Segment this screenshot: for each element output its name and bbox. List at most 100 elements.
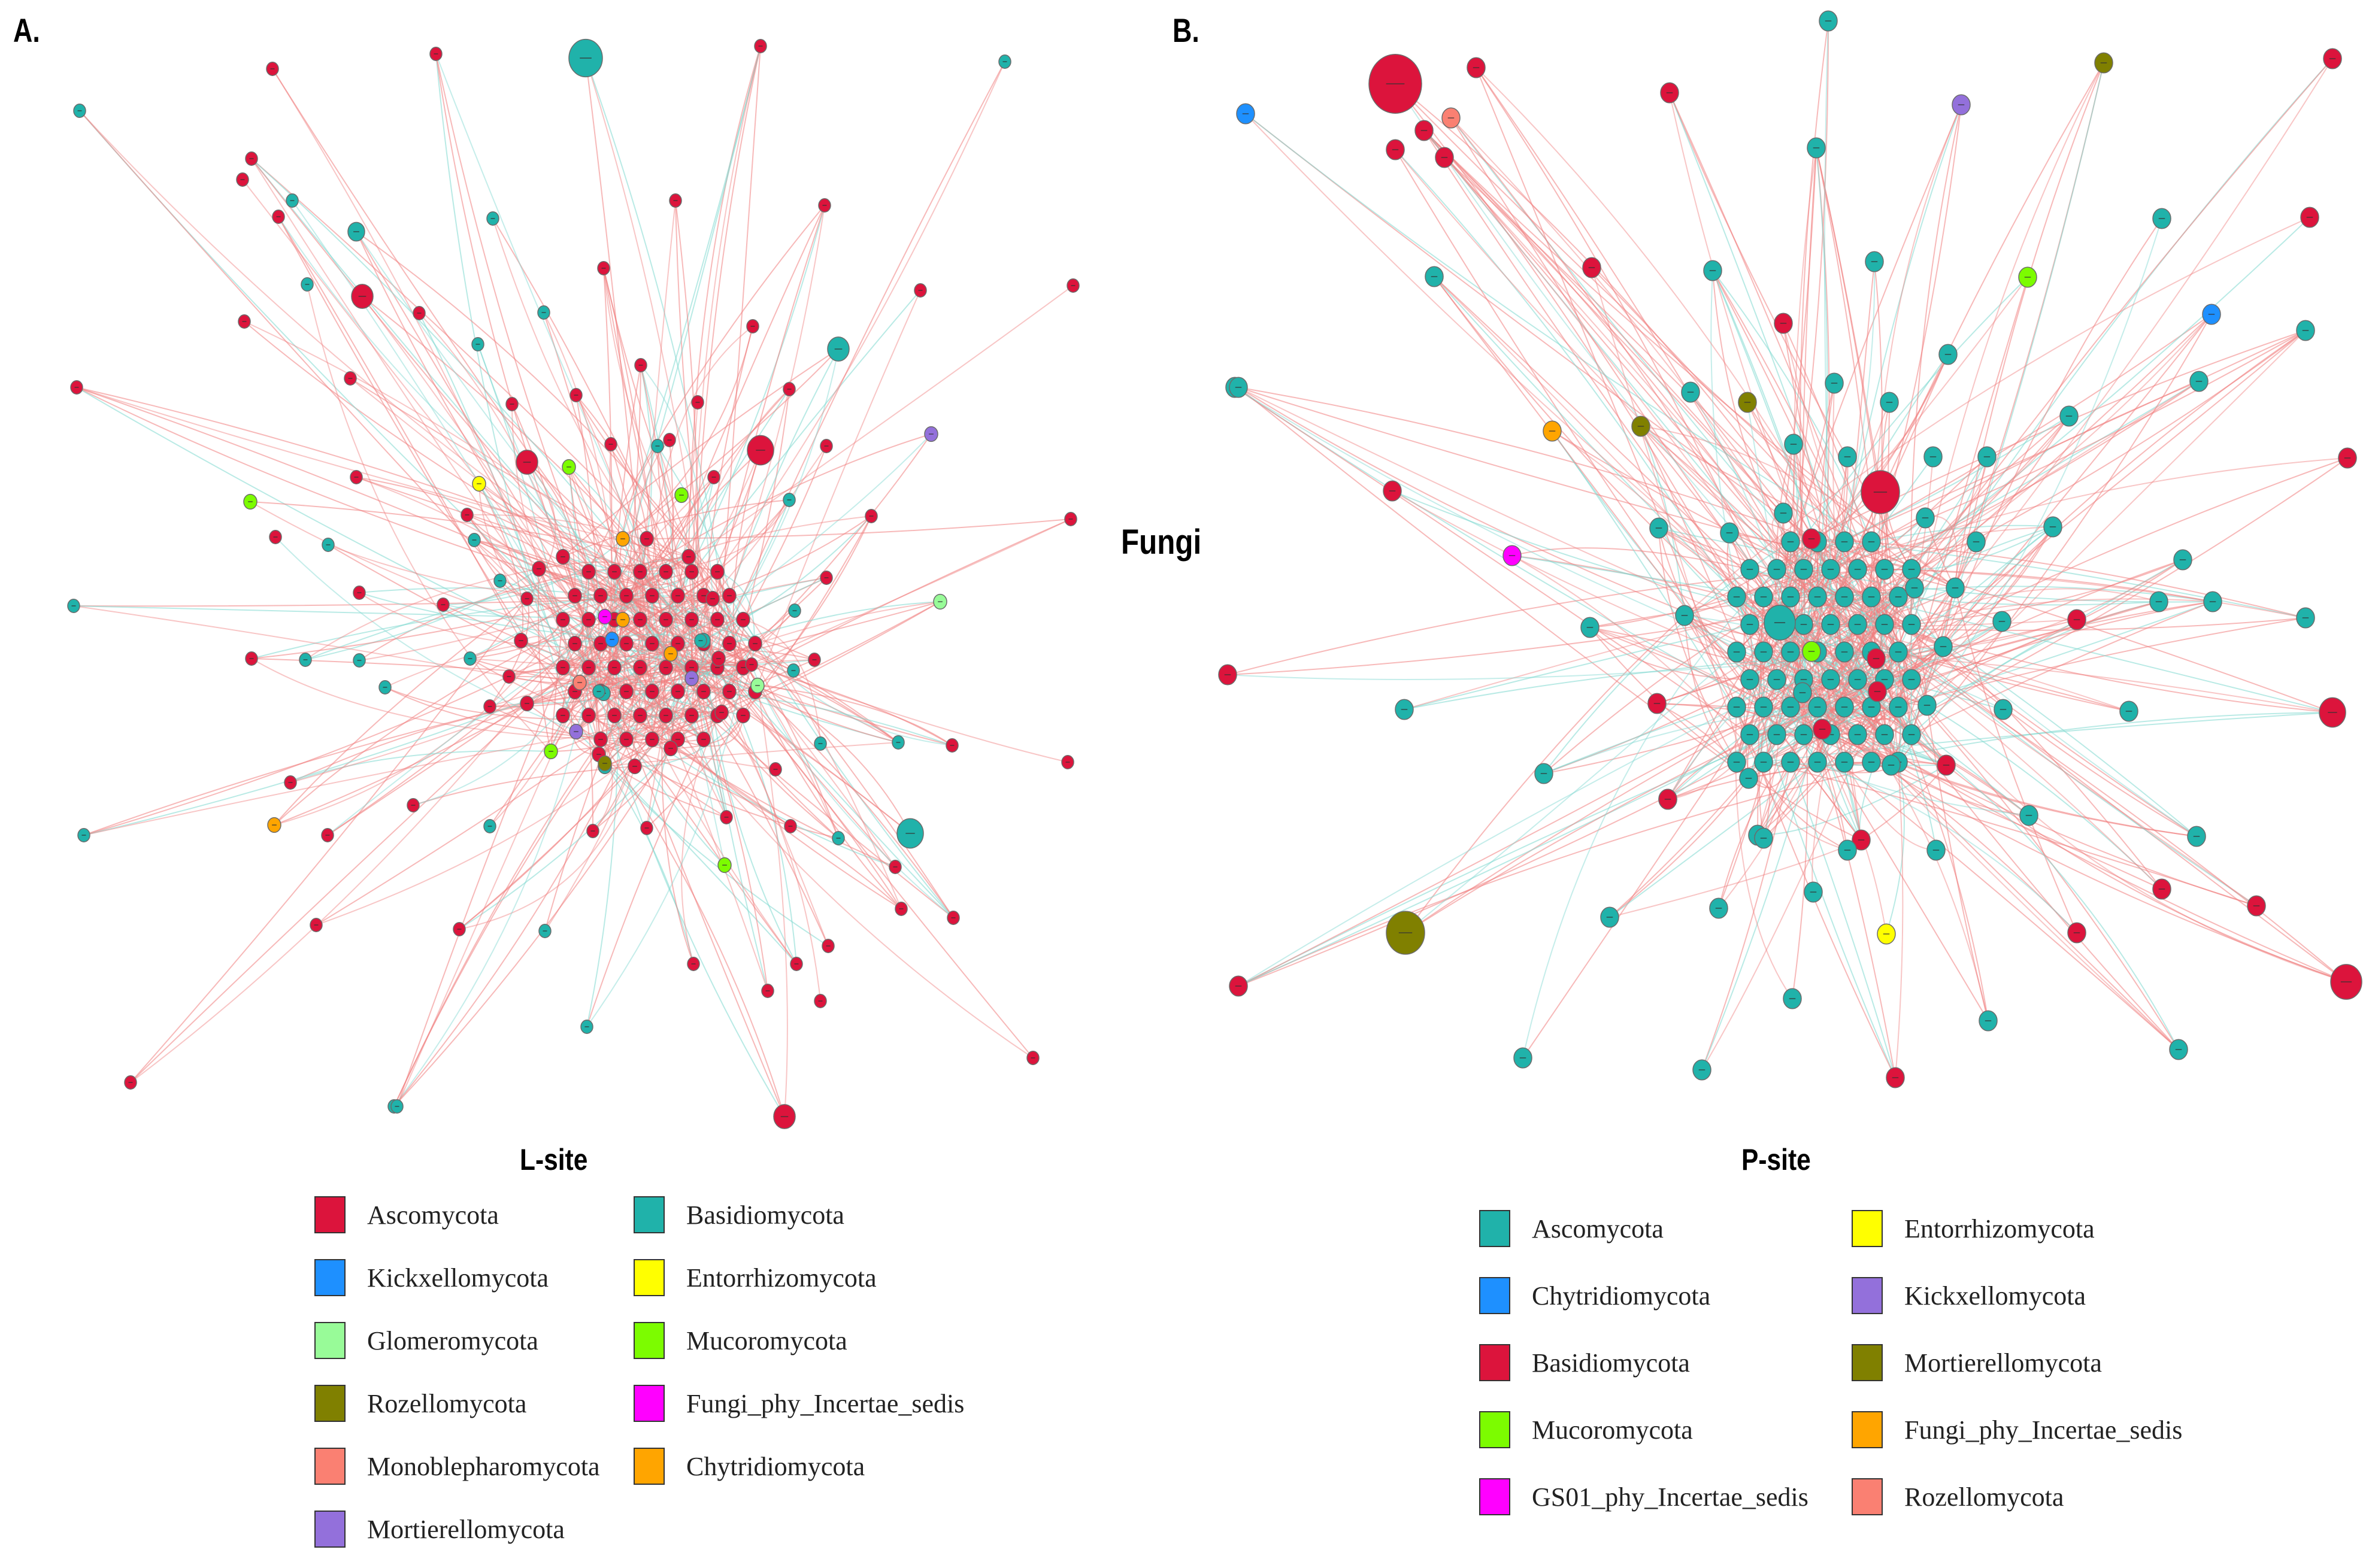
edge — [1667, 658, 1877, 800]
legend-label: Kickxellomycota — [367, 1263, 549, 1293]
edge — [459, 766, 635, 930]
edge — [1238, 387, 1812, 539]
edge — [717, 571, 902, 909]
edge — [614, 715, 718, 732]
edge — [574, 643, 902, 909]
edge — [1946, 765, 2347, 982]
edge — [1423, 130, 1791, 598]
edge — [675, 200, 722, 713]
edge — [1790, 415, 2070, 598]
legend-b-item: Rozellomycota — [1852, 1477, 2064, 1517]
edge — [76, 387, 689, 557]
edge — [717, 61, 1005, 572]
edge — [633, 439, 670, 692]
edge — [1238, 387, 1956, 589]
edge — [1776, 624, 1989, 1021]
edge — [526, 659, 815, 704]
edge — [274, 598, 528, 826]
edge — [1911, 601, 2213, 735]
edge — [1884, 569, 2306, 618]
edge — [755, 691, 902, 909]
edge — [703, 643, 797, 965]
edge — [626, 690, 953, 746]
edge — [419, 313, 601, 692]
nodes — [1218, 10, 2362, 1088]
edge — [1943, 559, 2183, 647]
edge — [1511, 555, 1764, 763]
edge — [1423, 130, 1872, 653]
edge — [1476, 67, 1737, 708]
edge — [79, 110, 589, 668]
edge — [1943, 646, 2162, 890]
edge — [757, 684, 899, 743]
edge — [677, 715, 744, 747]
edge — [1779, 444, 1795, 623]
legend-a-item: Fungi_phy_Incertae_sedis — [634, 1384, 964, 1423]
edge — [1884, 569, 2213, 602]
edge — [130, 598, 528, 1083]
edge — [275, 536, 601, 740]
legend-swatch — [634, 1196, 665, 1233]
legend-a-item: Entorrhizomycota — [634, 1258, 877, 1297]
edge — [1749, 624, 2179, 1050]
edge — [362, 296, 730, 644]
edge — [575, 395, 647, 539]
edge — [1783, 323, 1885, 625]
edge — [73, 605, 718, 716]
edge — [717, 46, 761, 668]
edge — [665, 577, 827, 620]
edge — [665, 619, 821, 1002]
edge — [588, 205, 825, 572]
panel-a-label: A. — [13, 11, 40, 49]
edge — [1955, 587, 2077, 933]
edge — [626, 445, 674, 596]
edge — [1234, 387, 1899, 708]
edge — [1886, 762, 1905, 935]
legend-swatch — [634, 1385, 665, 1422]
legend-label: Basidiomycota — [686, 1200, 844, 1230]
edge — [1911, 734, 2179, 1050]
edge — [665, 619, 902, 909]
edge — [1816, 402, 1890, 653]
edge — [356, 231, 730, 596]
network-b — [1218, 10, 2362, 1088]
edge — [599, 495, 682, 644]
legend-a-item: Ascomycota — [314, 1195, 499, 1235]
edge — [703, 643, 1034, 1059]
edge — [665, 571, 756, 644]
edge — [751, 664, 954, 918]
legend-swatch — [1479, 1344, 1510, 1381]
edge — [492, 218, 730, 692]
edge — [356, 231, 671, 654]
edge — [396, 667, 564, 1107]
edge — [652, 205, 825, 644]
legend-swatch — [1852, 1210, 1883, 1247]
edge — [393, 739, 601, 1107]
edge — [600, 739, 785, 1117]
edge — [278, 216, 522, 641]
legend-swatch — [1479, 1277, 1510, 1314]
edge — [1245, 113, 1872, 542]
edge — [571, 691, 599, 756]
edge — [1658, 527, 1737, 763]
edge — [362, 296, 653, 740]
edge — [1911, 588, 2159, 625]
edge — [1926, 218, 2162, 706]
edge — [1404, 596, 1818, 710]
legend-b-item: Mucoromycota — [1479, 1410, 1693, 1449]
edge — [1871, 596, 2197, 837]
edge — [1871, 415, 2070, 708]
edge — [586, 667, 744, 1027]
edge — [1245, 113, 1818, 542]
edge — [79, 110, 653, 596]
edge — [272, 68, 580, 683]
legend-a-item: Mortierellomycota — [314, 1509, 565, 1549]
edge — [274, 619, 564, 826]
figure-title: Fungi — [1121, 523, 1202, 562]
edge — [729, 601, 941, 644]
edge — [459, 643, 756, 930]
edge — [1227, 646, 1944, 680]
edge — [1522, 569, 1777, 1059]
edge — [499, 580, 692, 716]
edge — [1871, 524, 2053, 542]
